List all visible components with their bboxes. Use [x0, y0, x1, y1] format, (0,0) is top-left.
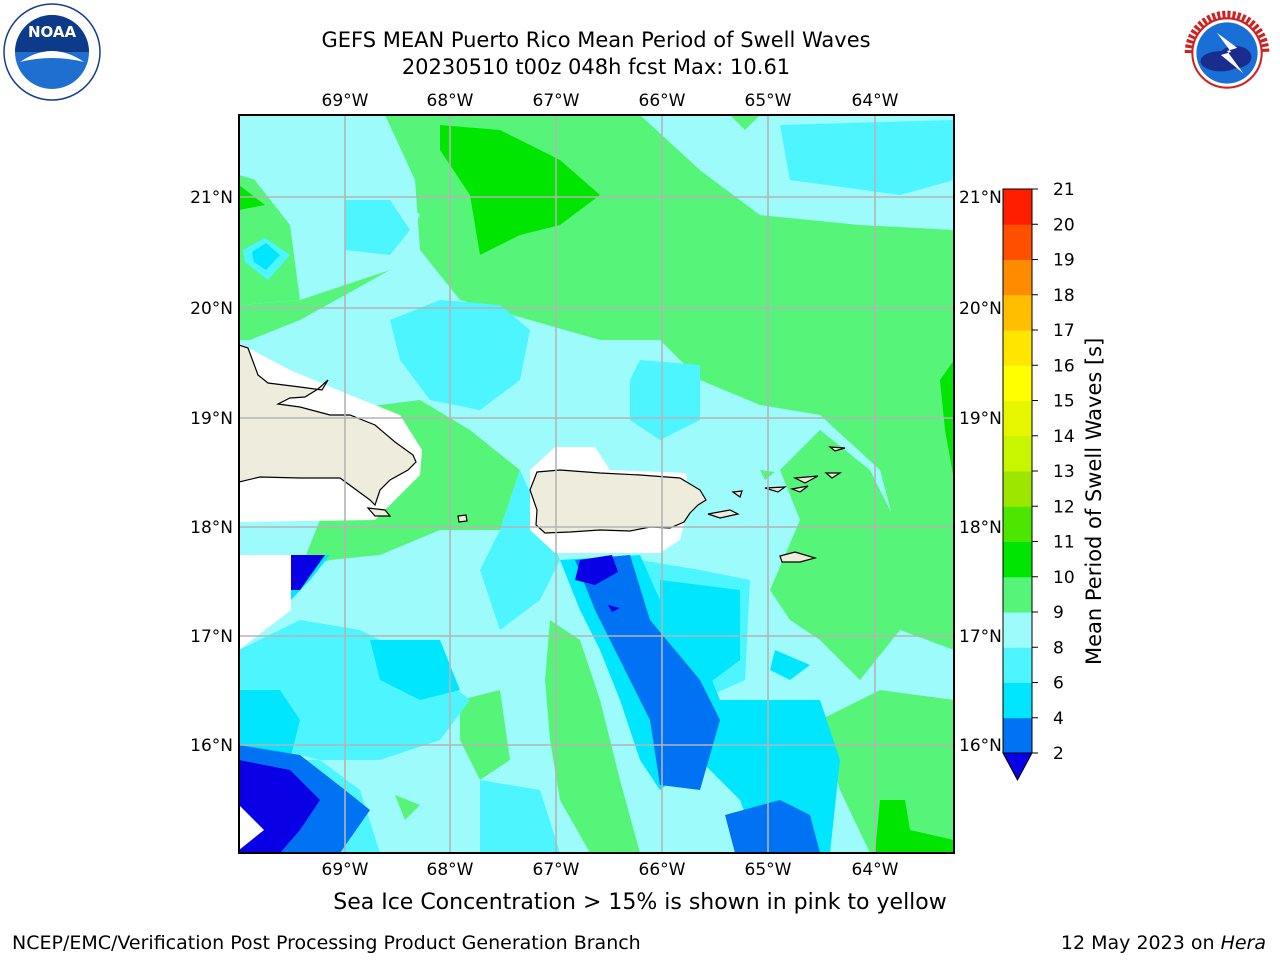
swell-field — [239, 115, 954, 853]
lon-label: 68°W — [427, 91, 474, 111]
footer-date: 12 May 2023 on Hera — [1061, 932, 1266, 954]
lat-labels-left: 21°N 20°N 19°N 18°N 17°N 16°N — [190, 188, 233, 756]
lat-label: 18°N — [190, 518, 233, 538]
lon-label: 64°W — [852, 860, 899, 880]
colorbar-segment — [1003, 365, 1032, 401]
lon-label: 67°W — [533, 860, 580, 880]
lat-labels-right: 21°N 20°N 19°N 18°N 17°N 16°N — [959, 188, 1002, 756]
lon-label: 65°W — [745, 91, 792, 111]
colorbar-tick-label: 4 — [1053, 709, 1064, 729]
lat-label: 19°N — [959, 409, 1002, 429]
lat-label: 18°N — [959, 518, 1002, 538]
colorbar-segment — [1003, 576, 1032, 613]
colorbar-segment — [1003, 400, 1032, 437]
colorbar-tick-label: 10 — [1053, 568, 1075, 588]
colorbar-segment — [1003, 330, 1032, 366]
colorbar-tick-label: 19 — [1053, 251, 1075, 271]
lat-label: 20°N — [190, 299, 233, 319]
lat-label: 19°N — [190, 409, 233, 429]
lat-label: 16°N — [959, 736, 1002, 756]
chart-title-line1: GEFS MEAN Puerto Rico Mean Period of Swe… — [321, 28, 871, 52]
lat-label: 20°N — [959, 299, 1002, 319]
colorbar-segment — [1003, 612, 1032, 648]
noaa-logo-text: NOAA — [28, 23, 77, 41]
colorbar-segment — [1003, 259, 1032, 296]
lat-label: 17°N — [959, 627, 1002, 647]
footer-host: Hera — [1220, 932, 1266, 954]
footer-date-text: 12 May 2023 on — [1060, 932, 1221, 954]
lon-label: 65°W — [745, 860, 792, 880]
colorbar-tick-label: 13 — [1053, 462, 1075, 482]
colorbar-tick-label: 11 — [1053, 533, 1075, 553]
lon-label: 67°W — [533, 91, 580, 111]
footer-branch: NCEP/EMC/Verification Post Processing Pr… — [12, 932, 641, 954]
colorbar-segment — [1003, 435, 1032, 472]
lon-label: 69°W — [322, 91, 369, 111]
lat-label: 21°N — [190, 188, 233, 208]
colorbar-tick-label: 9 — [1053, 603, 1064, 623]
colorbar-segment — [1003, 224, 1032, 260]
colorbar-segment — [1003, 541, 1032, 578]
colorbar-tick-label: 17 — [1053, 321, 1075, 341]
nws-logo — [1179, 5, 1275, 101]
colorbar-segment — [1003, 294, 1032, 331]
colorbar-segment — [1003, 682, 1032, 719]
noaa-logo: NOAA — [3, 3, 101, 101]
colorbar-tick-label: 18 — [1053, 286, 1075, 306]
colorbar-tick-label: 8 — [1053, 638, 1064, 658]
colorbar-tick-label: 15 — [1053, 392, 1075, 412]
lon-labels-bottom: 69°W 68°W 67°W 66°W 65°W 64°W — [322, 860, 899, 880]
map-frame — [238, 114, 955, 854]
colorbar-tick-label: 12 — [1053, 497, 1075, 517]
chart-title-line2: 20230510 t00z 048h fcst Max: 10.61 — [401, 55, 791, 79]
colorbar-segment — [1003, 189, 1032, 225]
lon-label: 69°W — [322, 860, 369, 880]
lat-label: 17°N — [190, 627, 233, 647]
colorbar-extension — [1002, 752, 1033, 782]
colorbar-tick-label: 21 — [1053, 180, 1075, 200]
lon-label: 66°W — [639, 91, 686, 111]
lat-label: 21°N — [959, 188, 1002, 208]
colorbar-label: Mean Period of Swell Waves [s] — [1082, 337, 1106, 665]
sea-ice-note: Sea Ice Concentration > 15% is shown in … — [333, 890, 947, 915]
colorbar-tick-label: 16 — [1053, 356, 1075, 376]
lon-labels-top: 69°W 68°W 67°W 66°W 65°W 64°W — [322, 91, 899, 111]
colorbar-tick-label: 2 — [1053, 744, 1064, 764]
colorbar-tick-label: 20 — [1053, 215, 1075, 235]
colorbar-segment — [1003, 717, 1032, 754]
land-hispaniola — [239, 344, 417, 507]
lon-label: 64°W — [852, 91, 899, 111]
lat-label: 16°N — [190, 736, 233, 756]
lon-label: 68°W — [427, 860, 474, 880]
colorbar-tick-label: 14 — [1053, 427, 1075, 447]
lon-label: 66°W — [639, 860, 686, 880]
graticule — [239, 115, 954, 853]
colorbar-segment — [1003, 471, 1032, 507]
colorbar-segment — [1003, 506, 1032, 542]
colorbar-tick-label: 6 — [1053, 674, 1064, 694]
colorbar: 2 4 6 8 9 10 11 12 13 14 15 16 17 18 19 20 21 — [1002, 180, 1075, 782]
colorbar-segment — [1003, 647, 1032, 683]
